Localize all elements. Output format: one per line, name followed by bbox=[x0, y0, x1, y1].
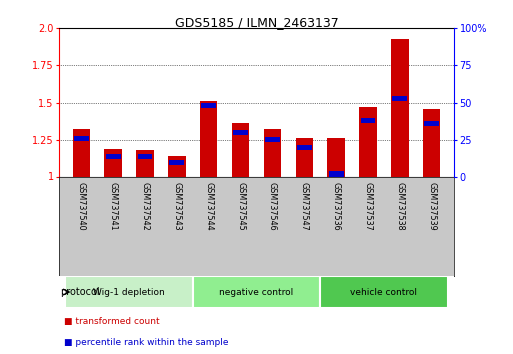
Text: GSM737544: GSM737544 bbox=[204, 182, 213, 230]
Text: GSM737543: GSM737543 bbox=[172, 182, 182, 230]
Bar bbox=[359, 107, 377, 177]
Bar bbox=[320, 276, 448, 308]
Bar bbox=[264, 130, 281, 177]
Bar bbox=[137, 154, 152, 159]
Bar bbox=[168, 156, 186, 177]
Text: GSM737541: GSM737541 bbox=[109, 182, 117, 230]
Text: ■ transformed count: ■ transformed count bbox=[64, 317, 160, 326]
Text: GSM737536: GSM737536 bbox=[331, 182, 341, 230]
Text: vehicle control: vehicle control bbox=[350, 287, 418, 297]
Text: 1: 1 bbox=[48, 172, 54, 182]
Text: GSM737539: GSM737539 bbox=[427, 182, 436, 231]
Text: GSM737538: GSM737538 bbox=[396, 182, 404, 230]
Text: GSM737545: GSM737545 bbox=[236, 182, 245, 231]
Bar bbox=[391, 39, 409, 177]
Bar bbox=[200, 101, 218, 177]
Text: ■ percentile rank within the sample: ■ percentile rank within the sample bbox=[64, 338, 229, 347]
Text: GSM737542: GSM737542 bbox=[141, 182, 149, 231]
Bar bbox=[392, 96, 407, 101]
Bar bbox=[136, 150, 154, 177]
Bar bbox=[106, 154, 121, 159]
Bar bbox=[104, 149, 122, 177]
Bar bbox=[297, 145, 312, 150]
Bar bbox=[423, 109, 441, 177]
Bar bbox=[295, 138, 313, 177]
Bar bbox=[65, 276, 193, 308]
Bar bbox=[265, 137, 280, 142]
Text: GSM737546: GSM737546 bbox=[268, 182, 277, 230]
Bar bbox=[72, 130, 90, 177]
Bar bbox=[193, 276, 320, 308]
Text: Wig-1 depletion: Wig-1 depletion bbox=[93, 287, 165, 297]
Text: GDS5185 / ILMN_2463137: GDS5185 / ILMN_2463137 bbox=[174, 16, 339, 29]
Bar bbox=[201, 103, 216, 108]
Bar bbox=[74, 136, 89, 141]
Text: GSM737540: GSM737540 bbox=[77, 182, 86, 230]
Text: protocol: protocol bbox=[60, 287, 99, 297]
Bar bbox=[361, 118, 376, 123]
Bar bbox=[327, 138, 345, 177]
Bar bbox=[424, 121, 439, 126]
Text: GSM737537: GSM737537 bbox=[364, 182, 372, 231]
Bar bbox=[233, 130, 248, 135]
Text: GSM737547: GSM737547 bbox=[300, 182, 309, 231]
Bar bbox=[329, 171, 344, 177]
Bar bbox=[232, 124, 249, 177]
Text: negative control: negative control bbox=[220, 287, 293, 297]
Bar bbox=[169, 160, 184, 165]
